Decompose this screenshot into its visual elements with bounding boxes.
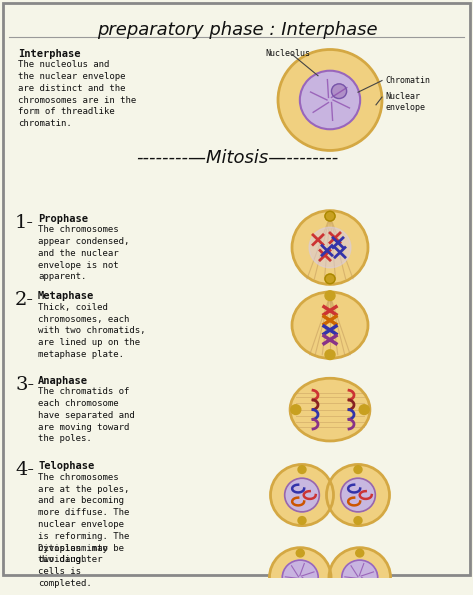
Circle shape — [325, 291, 335, 300]
Circle shape — [325, 211, 335, 221]
Circle shape — [298, 516, 306, 524]
Text: Metaphase: Metaphase — [38, 291, 94, 301]
Text: Interphase: Interphase — [18, 49, 80, 58]
Ellipse shape — [292, 292, 368, 358]
Circle shape — [309, 227, 351, 268]
Ellipse shape — [292, 211, 368, 284]
Text: Telophase: Telophase — [38, 461, 94, 471]
Circle shape — [278, 49, 382, 151]
Circle shape — [291, 405, 301, 415]
Text: The chromosomes
are at the poles,
and are becoming
more diffuse. The
nuclear env: The chromosomes are at the poles, and ar… — [38, 472, 130, 564]
Circle shape — [325, 274, 335, 284]
Text: 1-: 1- — [15, 214, 34, 231]
Circle shape — [282, 560, 318, 595]
Text: Thick, coiled
chromosomes, each
with two chromatids,
are lined up on the
metapha: Thick, coiled chromosomes, each with two… — [38, 303, 146, 359]
Circle shape — [300, 71, 360, 129]
Circle shape — [354, 516, 362, 524]
Circle shape — [332, 84, 347, 99]
Text: The chromosomes
appear condensed,
and the nuclear
envelope is not
apparent.: The chromosomes appear condensed, and th… — [38, 225, 130, 281]
Circle shape — [271, 465, 333, 525]
Circle shape — [296, 549, 304, 557]
Circle shape — [329, 547, 391, 595]
Circle shape — [270, 547, 331, 595]
Circle shape — [341, 478, 375, 512]
Circle shape — [354, 466, 362, 474]
Circle shape — [356, 549, 364, 557]
Text: Division into
two daughter
cells is
completed.: Division into two daughter cells is comp… — [38, 544, 108, 588]
Text: Chromatin: Chromatin — [385, 76, 430, 84]
FancyBboxPatch shape — [3, 3, 470, 575]
Circle shape — [285, 478, 319, 512]
Text: preparatory phase : Interphase: preparatory phase : Interphase — [96, 21, 377, 39]
Circle shape — [359, 405, 369, 415]
Text: Nuclear
envelope: Nuclear envelope — [385, 92, 425, 112]
Circle shape — [326, 465, 389, 525]
Text: 4-: 4- — [15, 461, 34, 479]
Circle shape — [298, 466, 306, 474]
Text: --------—Mitosis—--------: --------—Mitosis—-------- — [136, 149, 338, 167]
Text: Nucleolus: Nucleolus — [265, 49, 310, 58]
Text: Prophase: Prophase — [38, 214, 88, 224]
Circle shape — [325, 350, 335, 359]
Text: Anaphase: Anaphase — [38, 375, 88, 386]
Ellipse shape — [290, 378, 370, 441]
Text: The chromatids of
each chromosome
have separated and
are moving toward
the poles: The chromatids of each chromosome have s… — [38, 387, 135, 443]
Text: 3-: 3- — [15, 375, 34, 394]
Circle shape — [342, 560, 378, 595]
Text: The nucleolus and
the nuclear envelope
are distinct and the
chromosomes are in t: The nucleolus and the nuclear envelope a… — [18, 60, 136, 128]
Text: 2-: 2- — [15, 291, 34, 309]
